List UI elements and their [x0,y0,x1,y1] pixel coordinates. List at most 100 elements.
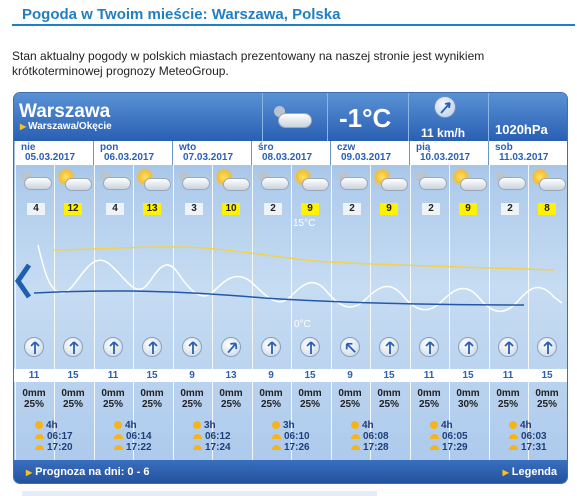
day-header[interactable]: czw 09.03.2017 [331,141,410,165]
wind-direction-icon [458,337,478,357]
sun-icon [114,421,122,429]
wind-direction-icon [221,337,241,357]
sunrise-icon [114,434,123,439]
precipitation: 0mm 25% [531,388,563,410]
day-header[interactable]: sob 11.03.2017 [489,141,567,165]
precipitation: 0mm 25% [57,388,89,410]
wind-speed: 11 [502,370,514,381]
partly-sunny-icon [294,169,330,195]
day-date: 05.03.2017 [25,152,76,163]
temperature-chart [33,244,563,312]
sunset-time: 17:24 [205,442,231,453]
sunrise-icon [272,434,281,439]
precipitation-probability: 25% [260,399,281,410]
day-header[interactable]: pon 06.03.2017 [94,141,173,165]
precipitation-amount: 0mm [456,388,480,399]
day-name: nie [21,142,36,153]
column-gridline [489,165,490,463]
forecast-range-link[interactable]: ▶ Prognoza na dni: 0 - 6 [26,466,150,478]
day-date: 06.03.2017 [104,152,155,163]
sun-info: 4h 06:05 17:29 [430,420,490,453]
night-cloudy-icon [178,169,214,195]
sun-hours: 4h [46,420,58,431]
wind-direction-icon [63,337,83,357]
day-header[interactable]: nie 05.03.2017 [15,141,94,165]
wind-direction-icon [537,337,557,357]
day-name: pon [100,142,119,153]
precipitation: 0mm 25% [215,388,247,410]
wind-direction-icon [300,337,320,357]
precipitation-probability: 25% [23,399,44,410]
precipitation: 0mm 25% [97,388,129,410]
wind-speed: 15 [67,370,79,381]
sunset-time: 17:29 [442,442,468,453]
precipitation: 0mm 25% [492,388,524,410]
night-cloudy-icon [494,169,530,195]
day-header[interactable]: wto 07.03.2017 [173,141,252,165]
precipitation-probability: 25% [299,399,320,410]
precipitation-probability: 30% [457,399,478,410]
max-temperature: 9 [301,203,319,215]
wind-speed: 15 [146,370,158,381]
min-temperature: 2 [343,203,361,215]
precipitation: 0mm 30% [452,388,484,410]
day-header[interactable]: pią 10.03.2017 [410,141,489,165]
precipitation-amount: 0mm [338,388,362,399]
sunrise-time: 06:10 [284,431,310,442]
partly-sunny-icon [531,169,567,195]
column-gridline [252,165,253,463]
day-date: 09.03.2017 [341,152,392,163]
city-name: Warszawa [19,101,111,122]
wind-direction-icon [142,337,162,357]
day-header[interactable]: śro 08.03.2017 [252,141,331,165]
day-date: 07.03.2017 [183,152,234,163]
sunrise-icon [430,434,439,439]
precipitation: 0mm 25% [334,388,366,410]
day-name: czw [337,142,356,153]
widget-header: Warszawa ▶ Warszawa/Okęcie -1°C 11 km/h 1… [14,93,567,141]
legend-link[interactable]: ▶ Legenda [502,466,557,478]
precipitation-amount: 0mm [101,388,125,399]
sun-info: 4h 06:08 17:28 [351,420,411,453]
sun-icon [35,421,43,429]
station-link[interactable]: ▶ Warszawa/Okęcie [20,121,112,132]
header-divider [488,93,489,141]
min-temperature: 2 [422,203,440,215]
column-gridline [54,165,55,463]
wind-speed: 11 [28,370,40,381]
bottom-divider [22,491,377,496]
wind-direction-icon [340,337,360,357]
precipitation-amount: 0mm [298,388,322,399]
sun-icon [509,421,517,429]
current-wind: 11 km/h [421,126,466,140]
sun-info: 4h 06:03 17:31 [509,420,567,453]
previous-arrow-icon[interactable] [14,261,32,301]
sunset-icon [114,445,123,450]
title-divider [12,24,575,26]
precipitation-probability: 25% [339,399,360,410]
wind-speed: 15 [462,370,474,381]
night-cloudy-icon [20,169,56,195]
sunrise-time: 06:05 [442,431,468,442]
sunrise-time: 06:03 [521,431,547,442]
forecast-range-label: Prognoza na dni: 0 - 6 [35,466,150,478]
column-gridline [94,165,95,463]
day-date: 11.03.2017 [499,152,549,163]
current-temperature: -1°C [339,103,392,133]
night-cloudy-icon [336,169,372,195]
max-temperature: 13 [143,203,161,215]
night-cloudy-icon [415,169,451,195]
precipitation-amount: 0mm [140,388,164,399]
pressure-line [33,290,525,306]
min-temperature: 4 [106,203,124,215]
weather-widget: Warszawa ▶ Warszawa/Okęcie -1°C 11 km/h 1… [13,92,568,484]
sun-icon [193,421,201,429]
station-label: Warszawa/Okęcie [28,121,112,132]
wind-speed: 9 [268,370,274,381]
min-temperature: 3 [185,203,203,215]
precipitation-probability: 25% [418,399,439,410]
sunrise-icon [509,434,518,439]
wind-direction-icon [182,337,202,357]
header-divider [408,93,409,141]
temp-scale-top-label: 15°C [293,218,316,229]
